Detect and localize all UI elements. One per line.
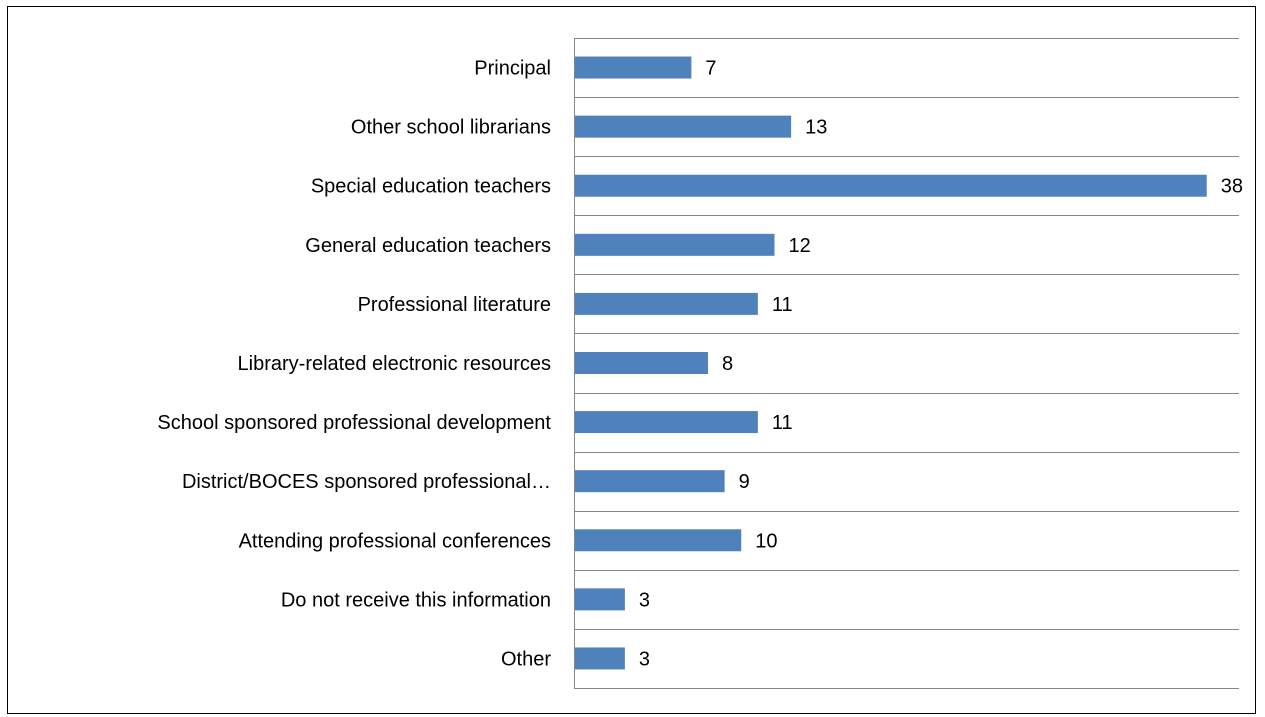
bar-chart: Principal Other school librarians Special … [157, 38, 1243, 689]
data-label: 8 [722, 353, 733, 375]
chart-frame: Principal Other school librarians Special … [7, 6, 1256, 714]
category-label: Principal [474, 58, 551, 80]
bar [575, 411, 758, 434]
category-label: Special education teachers [311, 176, 551, 198]
bar [575, 174, 1207, 197]
category-label: General education teachers [305, 235, 551, 257]
bar [575, 470, 725, 493]
bar [575, 115, 792, 138]
bar [575, 647, 625, 670]
category-label: Professional literature [358, 294, 551, 316]
category-label: Do not receive this information [281, 589, 551, 611]
category-labels: Principal Other school librarians Special … [157, 58, 551, 671]
data-label: 12 [789, 235, 811, 257]
data-label: 13 [805, 117, 827, 139]
bar [575, 352, 708, 374]
category-label: Other school librarians [351, 117, 551, 139]
bar [575, 56, 692, 79]
category-label: District/BOCES sponsored professional… [182, 471, 551, 493]
gridlines [574, 38, 1239, 689]
data-labels: 7 13 38 12 11 8 11 9 10 3 3 [639, 58, 1243, 671]
category-label: Other [501, 648, 551, 670]
data-label: 9 [739, 471, 750, 493]
category-label: Attending professional conferences [239, 530, 551, 552]
data-label: 3 [639, 648, 650, 670]
bar [575, 529, 742, 552]
bar [575, 588, 625, 611]
category-label: Library-related electronic resources [238, 353, 551, 375]
data-label: 38 [1221, 176, 1243, 198]
data-label: 3 [639, 589, 650, 611]
bar [575, 292, 758, 315]
data-label: 11 [772, 294, 793, 316]
data-label: 11 [772, 412, 793, 434]
bars [575, 56, 1207, 670]
data-label: 7 [705, 58, 716, 80]
category-label: School sponsored professional developmen… [157, 412, 551, 434]
data-label: 10 [755, 530, 777, 552]
bar [575, 233, 775, 256]
